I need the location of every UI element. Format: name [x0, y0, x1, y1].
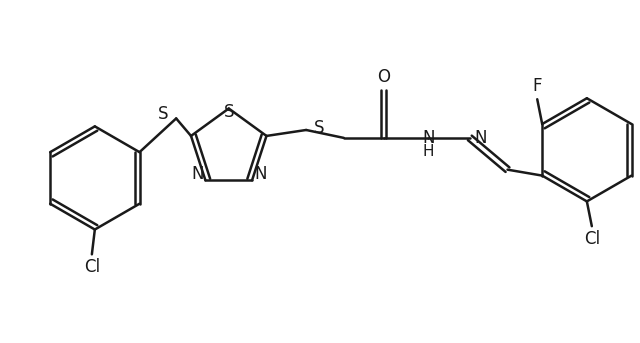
Text: O: O: [377, 68, 390, 86]
Text: N: N: [254, 165, 266, 183]
Text: F: F: [532, 77, 542, 95]
Text: S: S: [223, 103, 234, 120]
Text: N: N: [475, 129, 487, 147]
Text: S: S: [314, 119, 324, 137]
Text: N: N: [422, 129, 435, 147]
Text: N: N: [191, 165, 204, 183]
Text: S: S: [157, 105, 168, 123]
Text: H: H: [422, 144, 434, 159]
Text: Cl: Cl: [584, 230, 600, 248]
Text: Cl: Cl: [84, 258, 100, 276]
